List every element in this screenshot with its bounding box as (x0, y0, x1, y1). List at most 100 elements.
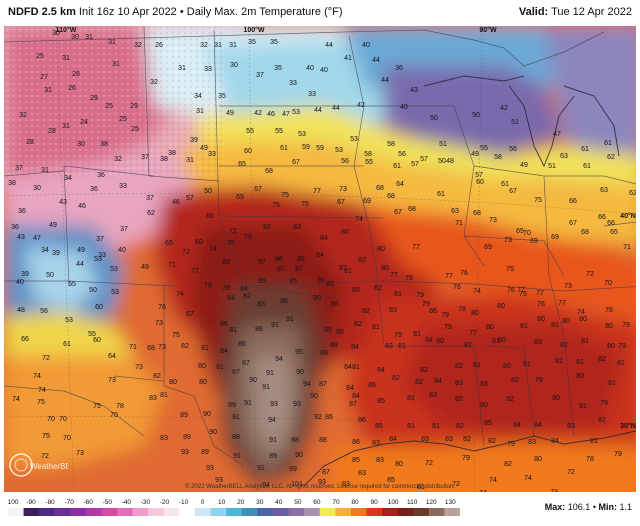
station-value: 36 (395, 65, 403, 72)
station-value: 81 (398, 343, 406, 350)
station-value: 87 (258, 259, 266, 266)
station-value: 85 (375, 423, 383, 430)
station-value: 49 (520, 162, 528, 169)
station-value: 83 (421, 436, 429, 443)
colorbar-swatch (257, 508, 274, 516)
colorbar-swatch (226, 508, 243, 516)
station-value: 83 (376, 457, 384, 464)
colorbar-swatch (195, 508, 212, 516)
colorbar-tick: 60 (313, 499, 321, 506)
colorbar-tick: 50 (294, 499, 302, 506)
min-label: Min: (598, 502, 617, 512)
station-value: 91 (233, 453, 241, 460)
station-value: 31 (44, 87, 52, 94)
station-value: 25 (36, 53, 44, 60)
station-value: 32 (114, 156, 122, 163)
station-value: 85 (484, 420, 492, 427)
station-value: 81 (201, 345, 209, 352)
station-value: 26 (68, 85, 76, 92)
station-value: 51 (511, 119, 519, 126)
station-value: 82 (362, 308, 370, 315)
colorbar-swatch (241, 508, 258, 516)
station-value: 31 (85, 34, 93, 41)
station-value: 64 (396, 181, 404, 188)
station-value: 38 (168, 150, 176, 157)
station-value: 44 (325, 42, 333, 49)
station-value: 50 (438, 158, 446, 165)
station-value: 75 (506, 266, 514, 273)
station-value: 80 (576, 373, 584, 380)
station-value: 49 (200, 145, 208, 152)
station-value: 53 (292, 109, 300, 116)
station-value: 72 (229, 228, 237, 235)
station-value: 88 (319, 437, 327, 444)
station-value: 70 (110, 412, 118, 419)
station-value: 55 (246, 128, 254, 135)
station-value: 81 (160, 392, 168, 399)
station-value: 85 (352, 287, 360, 294)
station-value: 89 (320, 350, 328, 357)
station-value: 61 (280, 145, 288, 152)
station-value: 70 (63, 435, 71, 442)
station-value: 83 (480, 381, 488, 388)
colorbar-tick: 30 (256, 499, 264, 506)
station-value: 39 (21, 271, 29, 278)
station-value: 74 (12, 396, 20, 403)
station-value: 63 (600, 187, 608, 194)
station-value: 74 (577, 309, 585, 316)
station-value: 59 (302, 144, 310, 151)
colorbar-tick: 80 (351, 499, 359, 506)
station-value: 87 (349, 401, 357, 408)
station-value: 33 (208, 151, 216, 158)
station-value: 93 (215, 477, 223, 484)
valid-date: Tue 12 Apr 2022 (551, 6, 632, 18)
station-value: 55 (68, 281, 76, 288)
station-value: 74 (209, 246, 217, 253)
station-value: 75 (172, 332, 180, 339)
station-value: 31 (62, 123, 70, 130)
station-value: 90 (296, 369, 304, 376)
station-value: 73 (504, 237, 512, 244)
station-value: 49 (141, 264, 149, 271)
station-value: 61 (604, 140, 612, 147)
station-value: 40 (118, 247, 126, 254)
station-value: 80 (198, 363, 206, 370)
station-value: 82 (415, 379, 423, 386)
station-value: 60 (95, 304, 103, 311)
station-value: 83 (389, 307, 397, 314)
colorbar-swatch (382, 508, 399, 516)
station-value: 67 (254, 186, 262, 193)
station-value: 80 (605, 323, 613, 330)
station-value: 38 (8, 180, 16, 187)
station-value: 25 (131, 126, 139, 133)
station-value: 74 (38, 387, 46, 394)
station-value: 86 (280, 298, 288, 305)
station-value: 33 (289, 80, 297, 87)
station-value: 80 (480, 402, 488, 409)
header: NDFD 2.5 km Init 16z 10 Apr 2022 • Daily… (0, 0, 640, 26)
station-value: 94 (262, 482, 270, 489)
colorbar-swatch (8, 508, 25, 516)
station-value: 84 (352, 393, 360, 400)
station-value: 80 (497, 303, 505, 310)
station-value: 85 (352, 457, 360, 464)
station-value: 75 (244, 234, 252, 241)
station-value: 91 (286, 316, 294, 323)
station-value: 68 (265, 168, 273, 175)
station-value: 79 (618, 343, 626, 350)
station-value: 84 (220, 348, 228, 355)
station-value: 85 (289, 278, 297, 285)
station-value: 87 (232, 369, 240, 376)
header-title: NDFD 2.5 km Init 16z 10 Apr 2022 • Daily… (8, 6, 343, 18)
station-value: 83 (455, 380, 463, 387)
station-value: 91 (257, 465, 265, 472)
station-value: 82 (358, 257, 366, 264)
longitude-label: 110°W (56, 26, 77, 34)
station-value: 40 (320, 67, 328, 74)
colorbar-swatch (428, 508, 445, 516)
station-value: 31 (62, 55, 70, 62)
station-value: 43 (17, 234, 25, 241)
station-value: 55 (275, 128, 283, 135)
station-value: 76 (460, 270, 468, 277)
station-value: 69 (484, 244, 492, 251)
